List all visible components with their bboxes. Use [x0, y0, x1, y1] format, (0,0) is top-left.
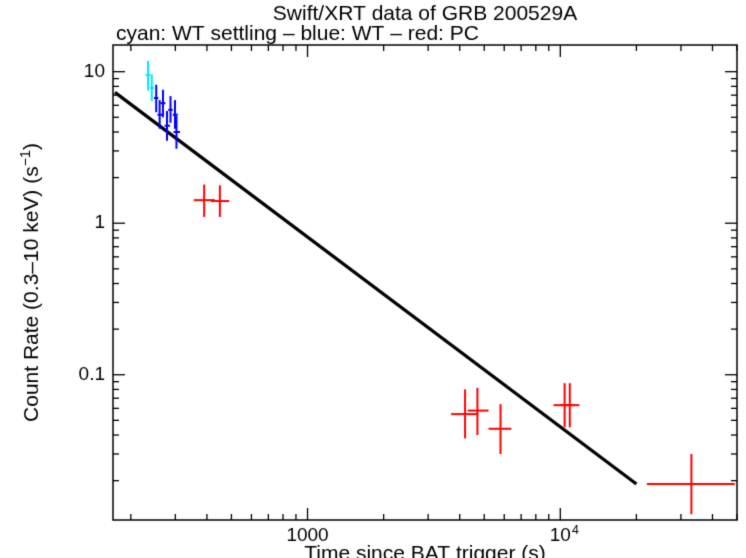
- lightcurve-plot: [0, 0, 746, 558]
